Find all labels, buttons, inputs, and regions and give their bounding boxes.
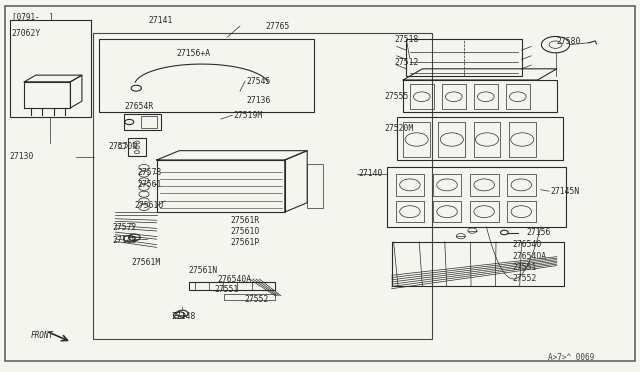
Text: 27580: 27580 [557, 37, 581, 46]
Text: 27148: 27148 [112, 236, 136, 245]
Text: 27156: 27156 [526, 228, 550, 237]
Bar [307, 164, 323, 208]
Bar [387, 167, 566, 227]
Bar [410, 84, 434, 109]
Bar [128, 138, 146, 156]
Text: 27551: 27551 [214, 285, 239, 294]
Text: [0791-  ]: [0791- ] [12, 12, 53, 21]
Text: 27561M: 27561M [131, 258, 161, 267]
Bar [99, 39, 314, 112]
Text: 27654O: 27654O [512, 240, 541, 249]
Text: 27518: 27518 [395, 35, 419, 44]
Bar [403, 122, 430, 157]
Text: 27561U: 27561U [134, 201, 164, 210]
Text: 27140: 27140 [358, 169, 383, 178]
Bar [189, 282, 275, 290]
Bar [507, 174, 536, 196]
Text: 27561N: 27561N [189, 266, 218, 275]
Text: 27765: 27765 [266, 22, 290, 31]
Text: 27654OA: 27654OA [512, 252, 546, 261]
Text: 27561P: 27561P [230, 238, 260, 247]
Text: 27130: 27130 [10, 153, 34, 161]
Bar [474, 122, 500, 157]
Text: 27654R: 27654R [125, 102, 154, 110]
Bar [506, 84, 530, 109]
Text: 27156+A: 27156+A [176, 49, 210, 58]
Bar [392, 242, 564, 286]
Bar [157, 160, 285, 212]
Text: FRONT: FRONT [31, 331, 54, 340]
Text: 27572: 27572 [112, 223, 136, 232]
Text: 27561O: 27561O [230, 227, 260, 236]
Text: 27141: 27141 [148, 16, 173, 25]
Text: 27561: 27561 [138, 180, 162, 189]
Bar [396, 201, 424, 222]
Text: 27145N: 27145N [550, 187, 580, 196]
Text: 27573: 27573 [138, 169, 162, 177]
Bar [438, 122, 465, 157]
Text: 27519M: 27519M [234, 111, 263, 120]
Text: 27512: 27512 [395, 58, 419, 67]
Text: A>7>^ 0069: A>7>^ 0069 [548, 353, 594, 362]
Text: 27555: 27555 [384, 92, 408, 101]
Bar [470, 174, 499, 196]
Bar [433, 201, 461, 222]
Bar [10, 20, 91, 117]
Bar [396, 174, 424, 196]
Bar [93, 33, 432, 339]
Text: 27561R: 27561R [230, 216, 260, 225]
Bar [141, 116, 157, 128]
Text: 27570N: 27570N [109, 142, 138, 151]
Bar [403, 80, 557, 112]
Text: 27551: 27551 [512, 263, 536, 272]
Text: 27552: 27552 [512, 274, 536, 283]
Text: 27136: 27136 [246, 96, 271, 105]
Text: 27148: 27148 [172, 312, 196, 321]
Text: 276540A: 276540A [218, 275, 252, 283]
Bar [224, 294, 275, 300]
Text: 27552: 27552 [244, 295, 269, 304]
Bar [124, 114, 161, 130]
Bar [470, 201, 499, 222]
Bar [406, 39, 522, 76]
Bar [397, 117, 563, 160]
Bar [509, 122, 536, 157]
Bar [507, 201, 536, 222]
Bar [442, 84, 466, 109]
Bar [474, 84, 498, 109]
Bar [433, 174, 461, 196]
Text: 27520M: 27520M [384, 124, 413, 133]
Text: 27062Y: 27062Y [12, 29, 41, 38]
Text: 27545: 27545 [246, 77, 271, 86]
